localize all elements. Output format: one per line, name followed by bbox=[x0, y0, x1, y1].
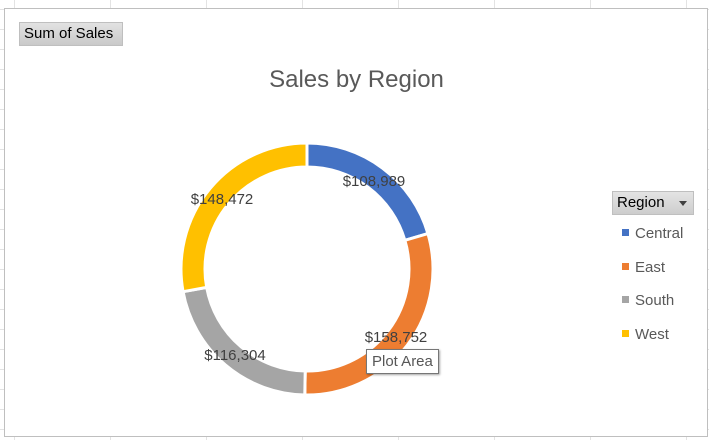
dropdown-arrow-icon bbox=[679, 201, 687, 206]
values-field-button[interactable]: Sum of Sales bbox=[19, 22, 123, 46]
data-label-west[interactable]: $148,472 bbox=[191, 191, 254, 208]
legend-label: East bbox=[635, 259, 666, 276]
legend-swatch-icon bbox=[622, 296, 629, 303]
legend-swatch-icon bbox=[622, 330, 629, 337]
legend-item-west[interactable]: West bbox=[622, 326, 669, 344]
legend-swatch-icon bbox=[622, 229, 629, 236]
chart-title[interactable]: Sales by Region bbox=[269, 66, 444, 93]
data-label-east[interactable]: $158,752 bbox=[365, 329, 428, 346]
legend-item-south[interactable]: South bbox=[622, 292, 674, 310]
region-filter-button[interactable]: Region bbox=[612, 191, 694, 215]
region-filter-label: Region bbox=[617, 194, 665, 211]
plot-area-tooltip: Plot Area bbox=[366, 349, 439, 374]
legend-label: Central bbox=[635, 225, 684, 242]
legend-label: West bbox=[635, 326, 669, 343]
data-label-south[interactable]: $116,304 bbox=[204, 347, 265, 364]
legend-item-central[interactable]: Central bbox=[622, 225, 683, 243]
legend-swatch-icon bbox=[622, 263, 629, 270]
legend-item-east[interactable]: East bbox=[622, 259, 665, 277]
slice-south[interactable] bbox=[181, 285, 307, 397]
legend-label: South bbox=[635, 292, 675, 309]
slice-central[interactable] bbox=[305, 141, 430, 243]
slice-west[interactable] bbox=[179, 141, 309, 294]
data-label-central[interactable]: $108,989 bbox=[343, 173, 406, 190]
